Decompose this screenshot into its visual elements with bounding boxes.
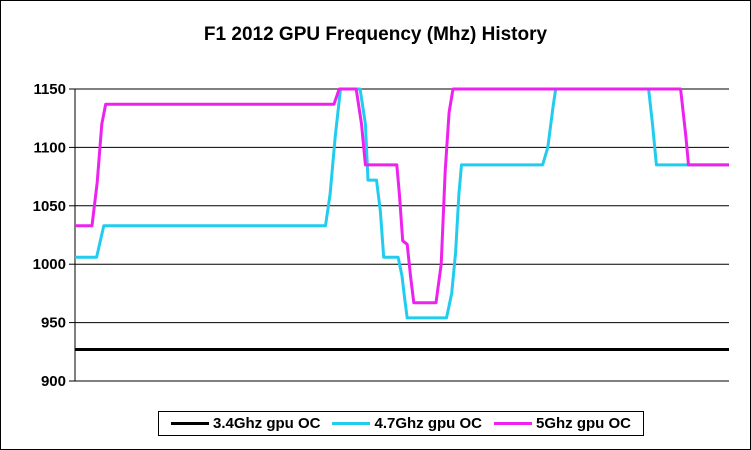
axes <box>74 89 729 382</box>
legend-swatch <box>493 422 532 425</box>
y-tick-label: 950 <box>41 315 66 332</box>
gridlines <box>69 88 729 382</box>
y-tick-label: 1050 <box>33 198 66 215</box>
series-line-3 <box>75 87 729 305</box>
chart-title: F1 2012 GPU Frequency (Mhz) History <box>203 24 548 45</box>
legend-label: 3.4Ghz gpu OC <box>212 415 321 432</box>
y-tick-label: 1100 <box>33 139 66 156</box>
series-line-2 <box>75 87 729 320</box>
y-tick-labels: 900 950 1000 1050 1100 1150 <box>33 81 66 390</box>
legend-swatch <box>170 422 209 425</box>
series-lines <box>75 87 729 351</box>
y-tick-label: 1000 <box>33 256 66 273</box>
legend-item: 3.4Ghz gpu OC <box>170 415 321 432</box>
legend-item: 4.7Ghz gpu OC <box>332 415 482 432</box>
legend-label: 5Ghz gpu OC <box>535 415 631 432</box>
legend-swatch <box>332 422 371 425</box>
y-tick-label: 900 <box>41 373 66 390</box>
legend: 3.4Ghz gpu OC 4.7Ghz gpu OC 5Ghz gpu OC <box>158 411 644 436</box>
legend-label: 4.7Ghz gpu OC <box>374 415 482 432</box>
y-tick-label: 1150 <box>33 81 66 98</box>
legend-item: 5Ghz gpu OC <box>493 415 631 432</box>
